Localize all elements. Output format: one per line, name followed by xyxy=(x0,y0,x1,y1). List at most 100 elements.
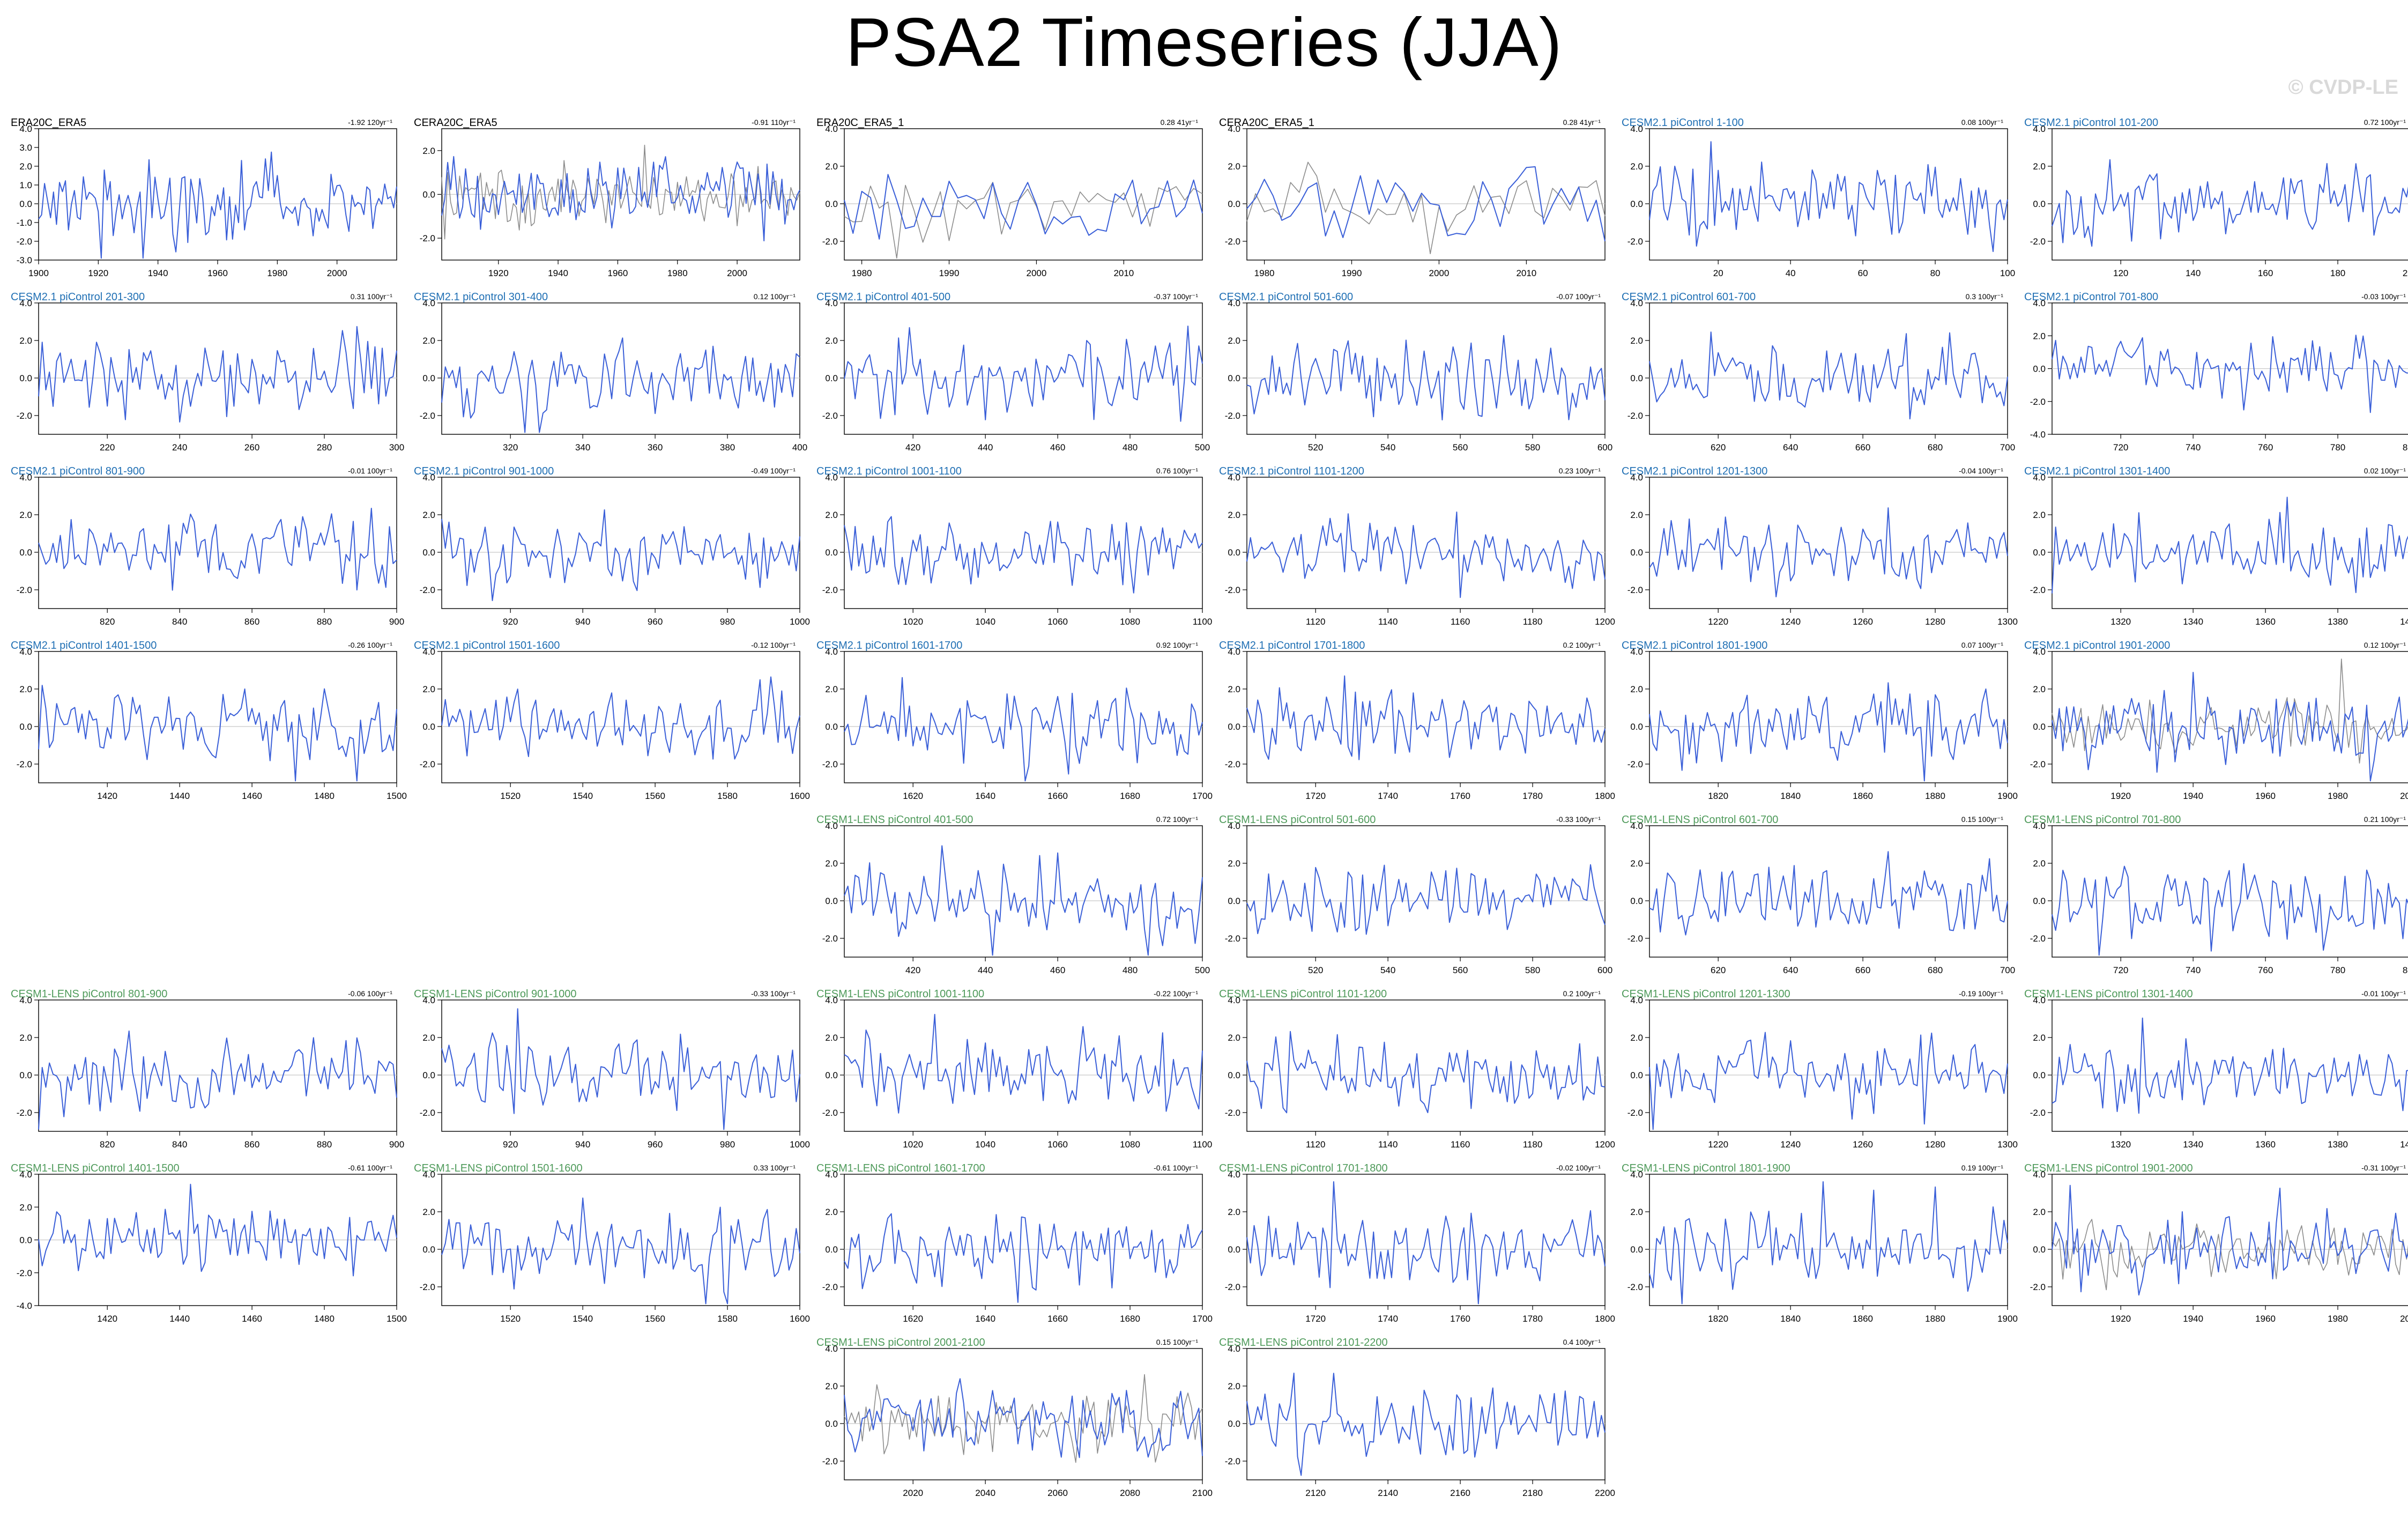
x-tick-label: 1900 xyxy=(28,268,49,278)
x-tick-label: 700 xyxy=(2000,442,2015,453)
panel-trend: -0.19 100yr⁻¹ xyxy=(1959,989,2003,998)
y-tick-label: 4.0 xyxy=(825,647,838,657)
panel-title: CESM2.1 piControl 1501-1600 xyxy=(414,640,560,651)
panel-title: ERA20C_ERA5 xyxy=(11,117,87,129)
x-tick-label: 160 xyxy=(2258,268,2273,278)
y-tick-label: 0.0 xyxy=(2033,547,2046,558)
y-tick-label: 0.0 xyxy=(1630,547,1643,558)
y-tick-label: 0.0 xyxy=(422,1244,435,1255)
plot-frame xyxy=(441,302,800,435)
x-tick-label: 1360 xyxy=(2255,617,2276,627)
x-tick-label: 1980 xyxy=(852,268,872,278)
y-tick-label: 4.0 xyxy=(2033,1169,2046,1180)
plot-frame xyxy=(1246,477,1606,609)
y-tick-label: 4.0 xyxy=(1228,647,1240,657)
x-tick-label: 1460 xyxy=(242,1314,262,1324)
y-tick-label: 0.0 xyxy=(1228,1070,1240,1080)
panel-trend: 0.28 41yr⁻¹ xyxy=(1160,118,1198,127)
x-tick-label: 720 xyxy=(2113,442,2128,453)
panel-title: CESM1-LENS piControl 601-700 xyxy=(1622,814,1779,826)
plot-frame xyxy=(2052,825,2408,958)
timeseries-plot: -2.0 0.0 2.0 4.0 920 940 960 980 1000 xyxy=(420,995,810,1150)
series-line xyxy=(38,685,397,782)
x-tick-label: 1920 xyxy=(2110,791,2131,801)
x-tick-label: 1060 xyxy=(1047,617,1068,627)
y-tick-label: 2.0 xyxy=(1630,684,1643,694)
timeseries-panel: CESM2.1 piControl 101-200 0.72 100yr⁻¹ -2.… xyxy=(2024,117,2408,288)
x-tick-label: 1700 xyxy=(1192,791,1213,801)
panel-title: CESM1-LENS piControl 1501-1600 xyxy=(414,1162,583,1174)
series-line xyxy=(844,174,1203,240)
x-tick-label: 940 xyxy=(575,1139,590,1150)
y-tick-label: -2.0 xyxy=(1627,1282,1643,1292)
series-line xyxy=(844,1213,1203,1303)
panel-title: CESM2.1 piControl 1001-1100 xyxy=(816,465,962,477)
y-tick-label: 2.0 xyxy=(422,1207,435,1217)
panel-title: CERA20C_ERA5_1 xyxy=(1219,117,1314,129)
x-tick-label: 700 xyxy=(2000,965,2015,975)
y-tick-label: 4.0 xyxy=(825,1344,838,1354)
timeseries-plot: -2.0 0.0 2.0 4.0 1120 1140 1160 1180 1200 xyxy=(1225,472,1615,627)
x-tick-label: 220 xyxy=(100,442,115,453)
x-tick-label: 1480 xyxy=(314,1314,335,1324)
x-tick-label: 1100 xyxy=(1193,617,1213,627)
x-tick-label: 1680 xyxy=(1120,791,1140,801)
y-tick-label: 0.0 xyxy=(2033,364,2046,374)
y-tick-label: 0.0 xyxy=(825,373,838,383)
x-tick-label: 1720 xyxy=(1305,1314,1326,1324)
panel-title: CESM2.1 piControl 801-900 xyxy=(11,465,145,477)
timeseries-panel: CESM2.1 piControl 1-100 0.08 100yr⁻¹ -2.0 0… xyxy=(1622,117,2019,288)
x-tick-label: 580 xyxy=(1525,965,1540,975)
y-tick-label: 0.0 xyxy=(825,722,838,732)
y-tick-label: 0.0 xyxy=(825,896,838,906)
x-tick-label: 240 xyxy=(172,442,187,453)
x-tick-label: 1460 xyxy=(242,791,262,801)
x-tick-label: 180 xyxy=(2330,268,2345,278)
x-tick-label: 2000 xyxy=(2400,791,2408,801)
y-tick-label: 4.0 xyxy=(19,995,32,1005)
x-tick-label: 1200 xyxy=(1595,617,1615,627)
timeseries-panel: CESM2.1 piControl 501-600 -0.07 100yr⁻¹ -2… xyxy=(1219,291,1617,463)
y-tick-label: 0.0 xyxy=(19,1235,32,1246)
y-tick-label: 2.0 xyxy=(422,336,435,346)
panel-trend: 0.19 100yr⁻¹ xyxy=(1961,1164,2003,1172)
timeseries-plot: -4.0 -2.0 0.0 2.0 4.0 720 740 760 780 800 xyxy=(2030,298,2408,453)
x-tick-label: 140 xyxy=(2186,268,2201,278)
y-tick-label: -2.0 xyxy=(420,411,435,421)
timeseries-panel: CESM1-LENS piControl 1301-1400 -0.01 100y… xyxy=(2024,988,2408,1160)
plot-frame xyxy=(1649,825,2008,958)
x-tick-label: 1860 xyxy=(1853,1314,1873,1324)
x-tick-label: 2020 xyxy=(903,1488,923,1498)
x-tick-label: 1860 xyxy=(1853,791,1873,801)
plot-frame xyxy=(2052,651,2408,783)
x-tick-label: 560 xyxy=(1453,965,1468,975)
x-tick-label: 680 xyxy=(1928,965,1943,975)
panel-title: CESM1-LENS piControl 1401-1500 xyxy=(11,1162,180,1174)
y-tick-label: -4.0 xyxy=(17,1301,32,1311)
plot-frame xyxy=(1649,1174,2008,1306)
x-tick-label: 1380 xyxy=(2328,617,2348,627)
y-tick-label: 4.0 xyxy=(825,821,838,831)
x-tick-label: 900 xyxy=(389,617,404,627)
panel-trend: -0.33 100yr⁻¹ xyxy=(751,989,796,998)
x-tick-label: 1060 xyxy=(1047,1139,1068,1150)
y-tick-label: 2.0 xyxy=(1630,858,1643,869)
series-line xyxy=(844,845,1203,956)
y-tick-label: -2.0 xyxy=(2030,1108,2046,1118)
x-tick-label: 2000 xyxy=(727,268,747,278)
y-tick-label: -2.0 xyxy=(1627,411,1643,421)
timeseries-plot: -2.0 0.0 2.0 4.0 1620 1640 1660 1680 1700 xyxy=(822,1169,1213,1324)
y-tick-label: 2.0 xyxy=(19,1033,32,1043)
panel-title: CESM2.1 piControl 401-500 xyxy=(816,291,951,303)
y-tick-label: 0.0 xyxy=(825,1244,838,1255)
panel-title: CESM2.1 piControl 1-100 xyxy=(1622,117,1744,129)
panel-trend: 0.72 100yr⁻¹ xyxy=(1156,815,1198,824)
y-tick-label: 2.0 xyxy=(2033,1033,2046,1043)
x-tick-label: 600 xyxy=(1597,965,1612,975)
timeseries-plot: -2.0 0.0 2.0 4.0 520 540 560 580 600 xyxy=(1225,298,1612,453)
y-tick-label: 2.0 xyxy=(825,684,838,694)
series-line xyxy=(1649,141,2008,253)
timeseries-panel: CESM2.1 piControl 201-300 0.31 100yr⁻¹ -2.… xyxy=(11,291,408,463)
panel-title: CESM2.1 piControl 1301-1400 xyxy=(2024,465,2171,477)
x-tick-label: 1780 xyxy=(1522,791,1543,801)
